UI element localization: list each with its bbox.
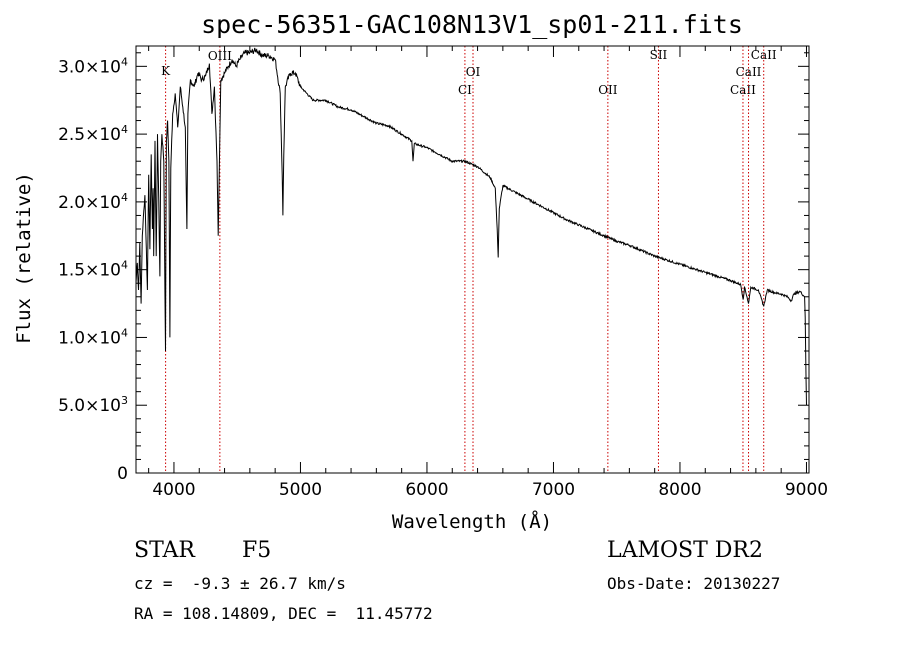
y-tick-label: 1.0×104 xyxy=(58,326,128,348)
y-tick-label: 1.5×104 xyxy=(58,259,128,281)
spectral-subclass: F5 xyxy=(242,538,272,563)
x-tick-label: 7000 xyxy=(532,480,575,500)
redshift-value: cz = -9.3 ± 26.7 km/s xyxy=(134,574,346,593)
chart-title: spec-56351-GAC108N13V1_sp01-211.fits xyxy=(201,10,743,39)
marker-label-caii: CaII xyxy=(751,48,777,62)
marker-label-k: K xyxy=(161,64,171,78)
x-tick-label: 8000 xyxy=(658,480,701,500)
y-axis-title: Flux (relative) xyxy=(13,172,35,344)
x-axis-title: Wavelength (Å) xyxy=(392,510,552,533)
y-tick-label: 2.0×104 xyxy=(58,191,128,213)
plot-frame xyxy=(135,45,810,474)
axis-ticks: 4000 5000 6000 7000 8000 9000 0 5.0×103 1.0×104 1… xyxy=(58,46,828,500)
marker-label-sii: SII xyxy=(650,48,668,62)
marker-label-caii: CaII xyxy=(736,65,762,79)
marker-label-oi: OI xyxy=(466,65,481,79)
marker-label-ci: CI xyxy=(458,83,472,97)
y-tick-label: 5.0×103 xyxy=(58,394,128,416)
y-tick-label: 0 xyxy=(117,464,128,484)
spectrum-line xyxy=(135,47,807,406)
y-tick-label: 2.5×104 xyxy=(58,123,128,145)
x-tick-label: 5000 xyxy=(279,480,322,500)
coordinates: RA = 108.14809, DEC = 11.45772 xyxy=(134,604,433,623)
x-tick-label: 6000 xyxy=(405,480,448,500)
spectral-line-markers: K OIII CI OI OII SII CaII CaII CaII xyxy=(161,46,777,473)
marker-label-oiii: OIII xyxy=(208,49,232,63)
survey-name: LAMOST DR2 xyxy=(607,538,763,563)
x-tick-label: 9000 xyxy=(785,480,828,500)
marker-label-caii: CaII xyxy=(730,83,756,97)
spectrum-chart: spec-56351-GAC108N13V1_sp01-211.fits K OI… xyxy=(13,10,828,533)
object-type: STAR xyxy=(134,538,195,563)
x-tick-label: 4000 xyxy=(152,480,195,500)
observation-date: Obs-Date: 20130227 xyxy=(607,574,781,593)
y-tick-label: 3.0×104 xyxy=(58,55,128,77)
marker-label-oii: OII xyxy=(598,83,618,97)
